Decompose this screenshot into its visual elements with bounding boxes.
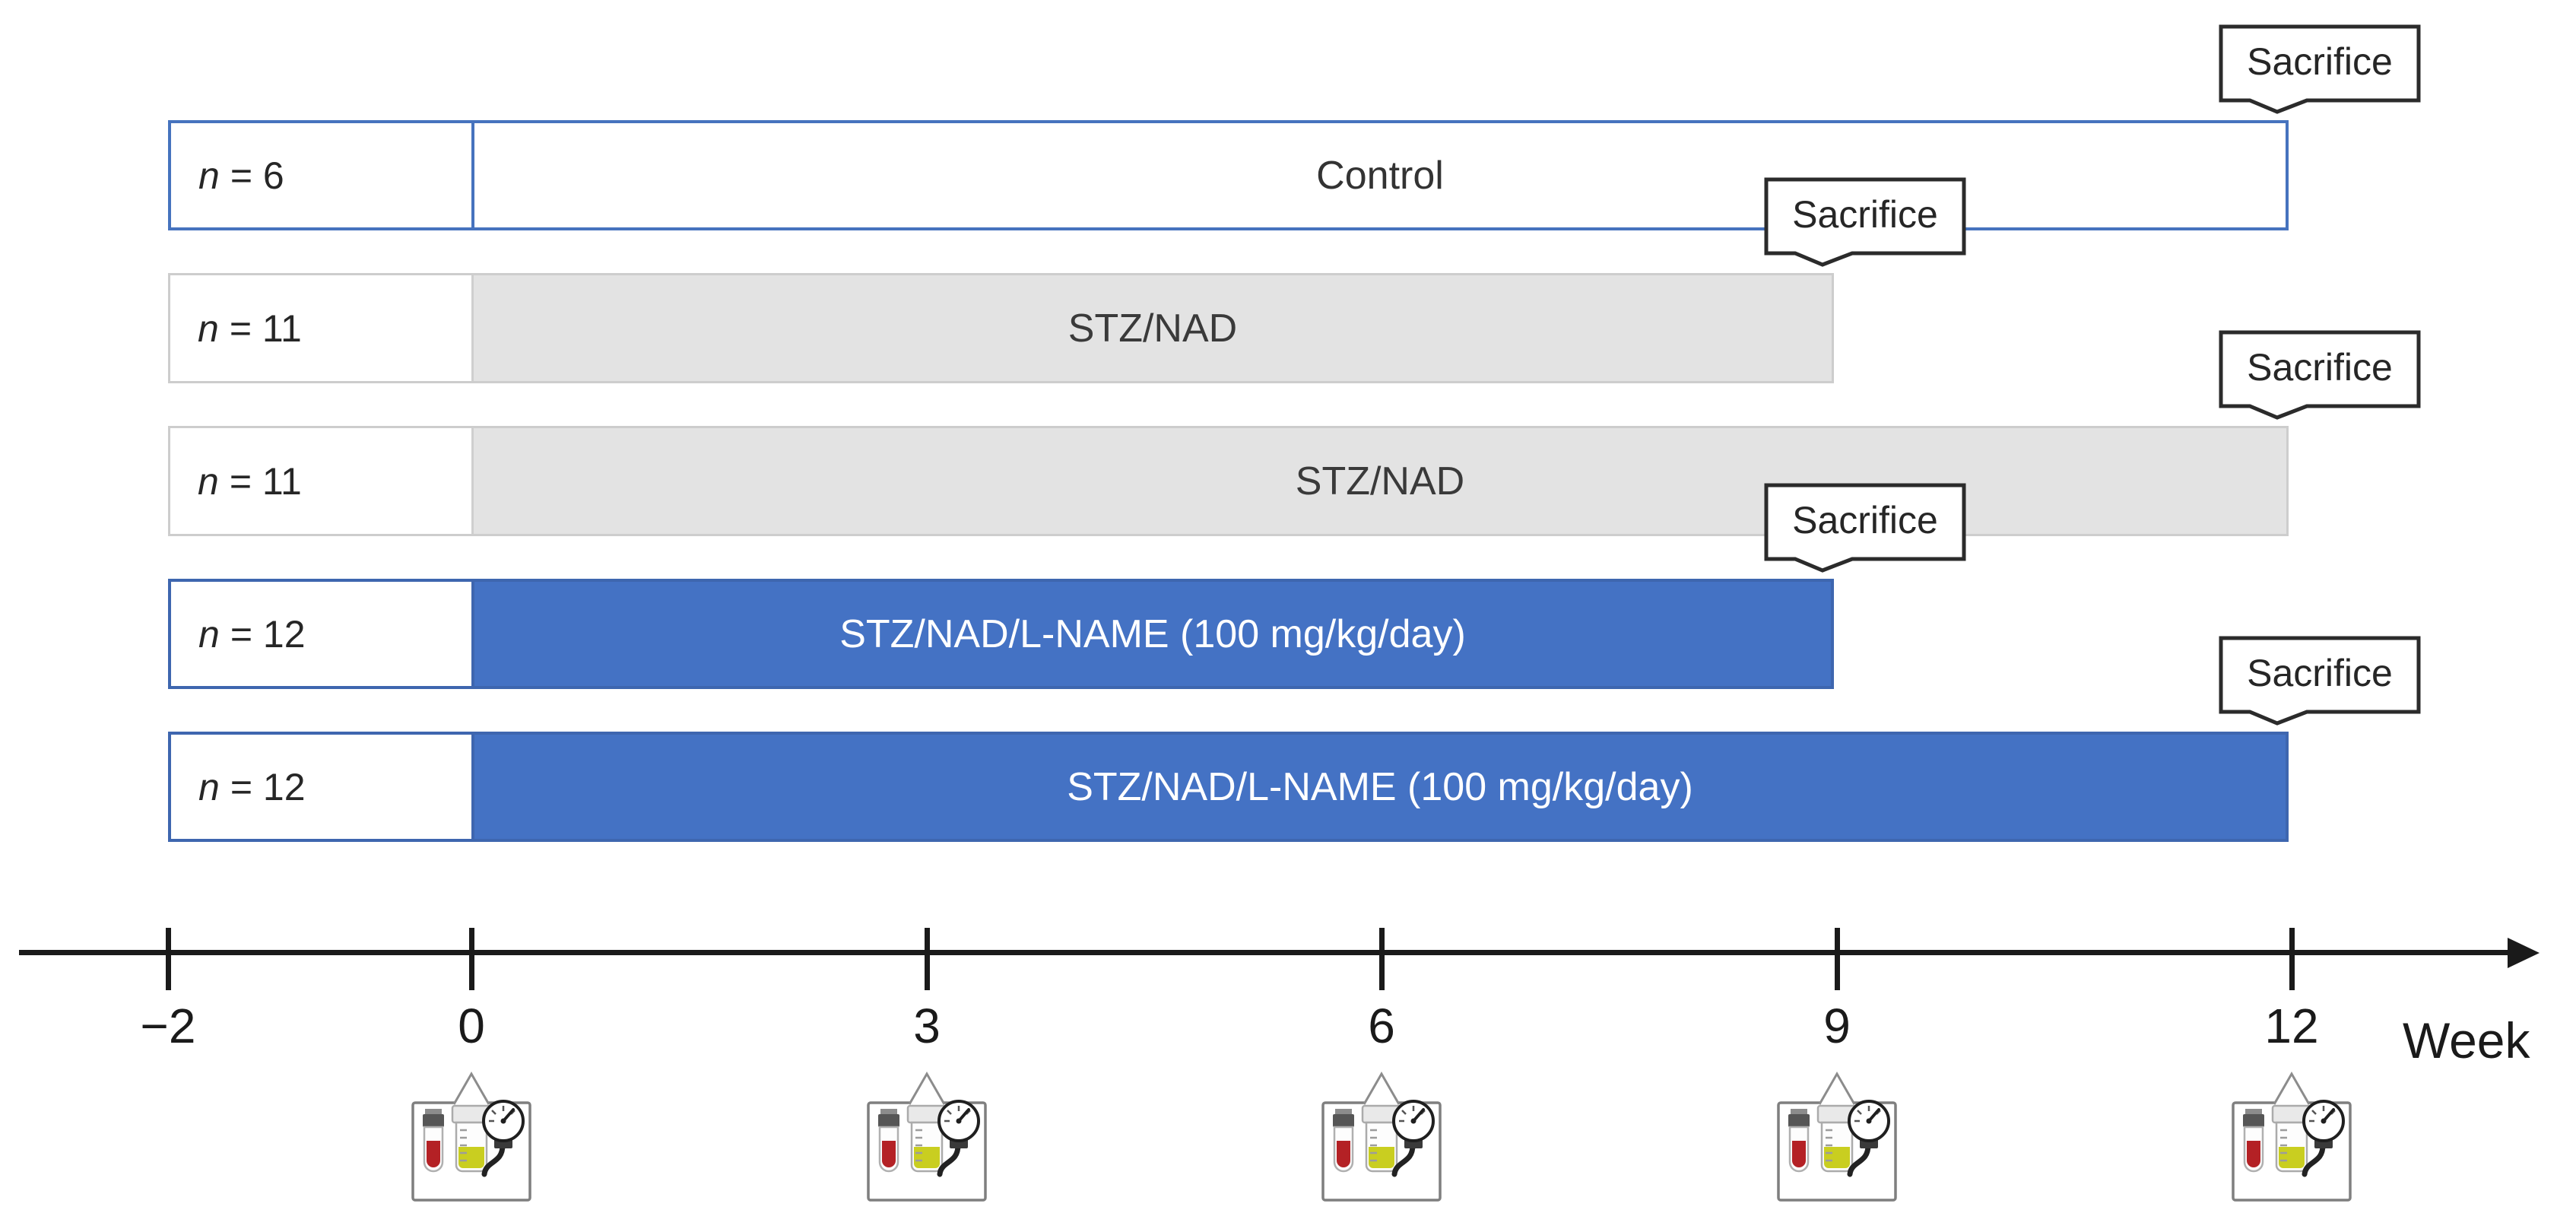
group-n-label: n = 12 <box>198 735 306 839</box>
group-n-label: n = 6 <box>198 123 284 227</box>
sacrifice-callout-stznad-12wk: Sacrifice <box>2219 330 2421 420</box>
tick-label-week-12: 12 <box>2264 999 2319 1053</box>
tick-label-week-0: 0 <box>458 999 485 1053</box>
n-symbol: n <box>198 765 220 808</box>
speech-bubble-icon <box>1764 177 1966 267</box>
sacrifice-callout-control: Sacrifice <box>2219 24 2421 114</box>
n-symbol: n <box>198 459 219 503</box>
n-value: = 11 <box>229 459 302 503</box>
axis-arrowhead-icon <box>2508 938 2540 968</box>
tick-label-week-minus2: −2 <box>140 999 196 1053</box>
group-bar-lname-9wk <box>471 582 1831 686</box>
speech-bubble-icon <box>2219 636 2421 726</box>
group-row-lname-12wk: n = 12 STZ/NAD/L-NAME (100 mg/kg/day) <box>168 732 2289 842</box>
sampling-icon-week-12 <box>2232 1071 2352 1202</box>
group-n-label: n = 11 <box>198 275 302 381</box>
sampling-icon-week-9 <box>1777 1071 1897 1202</box>
n-symbol: n <box>198 306 219 350</box>
tick-label-week-6: 6 <box>1368 999 1395 1053</box>
urine-cup-icon <box>451 1104 492 1173</box>
tick-mark-week-0 <box>469 928 474 990</box>
n-symbol: n <box>198 154 220 197</box>
group-bar-stznad-9wk <box>471 275 1832 381</box>
group-bar-label: STZ/NAD <box>1295 459 1465 503</box>
urine-cup-icon <box>1361 1104 1402 1173</box>
n-value: = 12 <box>230 612 306 656</box>
group-n-label: n = 12 <box>198 582 306 686</box>
urine-cup-icon <box>2271 1104 2312 1173</box>
group-bar-control <box>471 123 2286 227</box>
pressure-gauge-icon <box>481 1100 525 1177</box>
group-bar-label: STZ/NAD/L-NAME (100 mg/kg/day) <box>839 611 1466 656</box>
group-bar-label: Control <box>1316 153 1444 198</box>
sacrifice-callout-lname-9wk: Sacrifice <box>1764 483 1966 573</box>
sacrifice-label: Sacrifice <box>1792 499 1938 541</box>
tick-label-week-3: 3 <box>913 999 941 1053</box>
group-bar-label: STZ/NAD <box>1068 306 1238 351</box>
timeline-axis <box>19 950 2513 955</box>
n-symbol: n <box>198 612 220 656</box>
tick-mark-week-6 <box>1379 928 1385 990</box>
tick-label-week-9: 9 <box>1823 999 1851 1053</box>
group-row-control: n = 6 Control <box>168 120 2289 230</box>
group-bar-lname-12wk <box>471 735 2286 839</box>
n-value: = 12 <box>230 765 306 808</box>
blood-tube-icon <box>423 1109 444 1173</box>
pressure-gauge-icon <box>2302 1100 2345 1177</box>
sampling-icon-week-3 <box>867 1071 987 1202</box>
n-value: = 11 <box>229 306 302 350</box>
blood-tube-icon <box>1788 1109 1810 1173</box>
sacrifice-callout-lname-12wk: Sacrifice <box>2219 636 2421 726</box>
group-bar-stznad-12wk <box>471 428 2286 534</box>
pressure-gauge-icon <box>1847 1100 1890 1177</box>
pressure-gauge-icon <box>937 1100 980 1177</box>
blood-tube-icon <box>2243 1109 2264 1173</box>
group-row-lname-9wk: n = 12 STZ/NAD/L-NAME (100 mg/kg/day) <box>168 579 1834 689</box>
speech-bubble-icon <box>2219 330 2421 420</box>
sacrifice-label: Sacrifice <box>2247 652 2393 694</box>
pressure-gauge-icon <box>1391 1100 1435 1177</box>
tick-mark-week-12 <box>2289 928 2295 990</box>
group-row-stznad-9wk: n = 11 STZ/NAD <box>168 273 1834 383</box>
speech-bubble-icon <box>2219 24 2421 114</box>
axis-unit-label: Week <box>2403 1012 2530 1069</box>
speech-bubble-icon <box>1764 483 1966 573</box>
group-bar-label: STZ/NAD/L-NAME (100 mg/kg/day) <box>1067 764 1693 809</box>
tick-mark-week-3 <box>925 928 930 990</box>
sampling-icon-week-0 <box>411 1071 531 1202</box>
sacrifice-label: Sacrifice <box>2247 346 2393 389</box>
group-row-stznad-12wk: n = 11 STZ/NAD <box>168 426 2289 536</box>
blood-tube-icon <box>1333 1109 1354 1173</box>
tick-mark-week-minus2 <box>166 928 171 990</box>
sacrifice-callout-stznad-9wk: Sacrifice <box>1764 177 1966 267</box>
tick-mark-week-9 <box>1835 928 1840 990</box>
sacrifice-label: Sacrifice <box>1792 193 1938 236</box>
sampling-icon-week-6 <box>1321 1071 1442 1202</box>
n-value: = 6 <box>230 154 284 197</box>
group-n-label: n = 11 <box>198 428 302 534</box>
sacrifice-label: Sacrifice <box>2247 40 2393 83</box>
blood-tube-icon <box>878 1109 899 1173</box>
